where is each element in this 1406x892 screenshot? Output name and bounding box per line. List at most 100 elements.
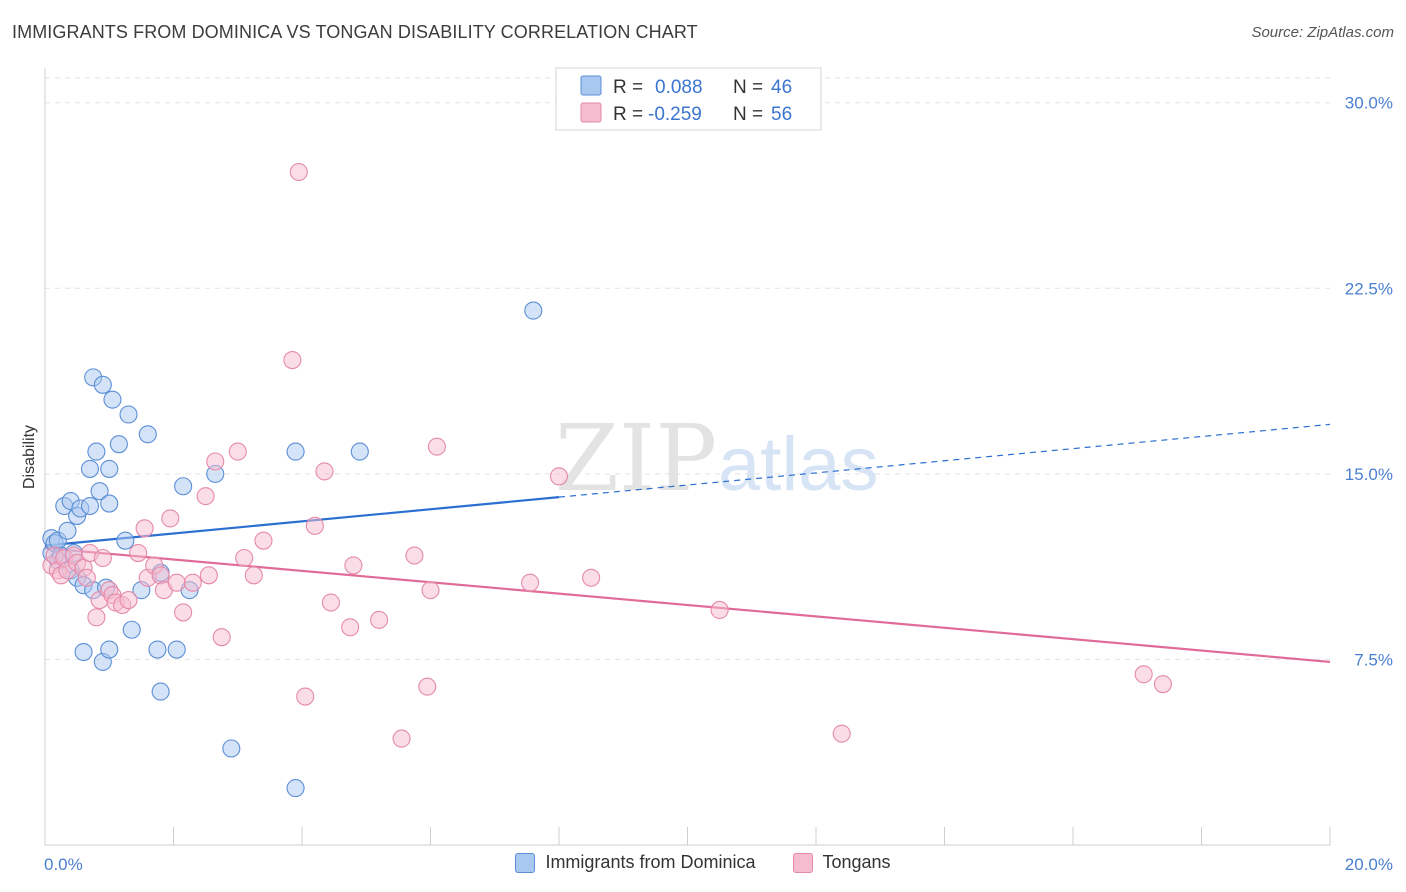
point-dominica xyxy=(58,521,77,540)
stats-swatch-pink xyxy=(580,102,602,123)
point-tongans xyxy=(167,573,186,592)
point-dominica xyxy=(103,390,122,409)
point-tongans xyxy=(151,566,170,585)
stats-swatch-blue xyxy=(580,75,602,96)
legend-swatch-pink xyxy=(792,852,813,873)
stats-n-label-2: N = xyxy=(733,104,763,125)
point-tongans xyxy=(1134,665,1153,684)
x-tick-label: 0.0% xyxy=(44,855,83,874)
legend-label-dominica: Immigrants from Dominica xyxy=(545,852,756,872)
watermark-zip: ZIP xyxy=(555,405,717,512)
point-tongans xyxy=(710,600,729,620)
point-tongans xyxy=(199,566,218,585)
legend-item-dominica: Immigrants from Dominica xyxy=(515,852,755,873)
legend-item-tongans: Tongans xyxy=(792,852,891,873)
stats-r-value-1: 0.088 xyxy=(655,77,703,98)
point-dominica xyxy=(350,442,369,461)
point-tongans xyxy=(370,610,389,629)
point-tongans xyxy=(1153,675,1172,694)
chart-title: IMMIGRANTS FROM DOMINICA VS TONGAN DISAB… xyxy=(12,22,698,42)
point-dominica xyxy=(93,375,112,394)
y-tick-labels: 7.5% 15.0% 22.5% 30.0% xyxy=(1345,94,1393,670)
point-tongans xyxy=(129,543,148,563)
axes xyxy=(44,68,1331,846)
point-tongans xyxy=(392,729,411,748)
point-tongans xyxy=(421,581,440,600)
point-tongans xyxy=(832,724,851,743)
point-tongans xyxy=(254,531,273,550)
point-tongans xyxy=(344,556,363,575)
point-dominica xyxy=(116,531,135,550)
point-tongans xyxy=(77,568,96,587)
point-dominica xyxy=(524,301,543,320)
point-tongans xyxy=(87,608,106,627)
stats-n-label-1: N = xyxy=(733,77,763,98)
point-tongans xyxy=(427,437,446,456)
legend-label-tongans: Tongans xyxy=(822,852,891,872)
x-tick-labels: 0.0% 20.0% xyxy=(44,855,1393,874)
stats-r-label-1: R = xyxy=(613,77,643,98)
point-dominica xyxy=(80,496,100,516)
point-tongans xyxy=(315,462,334,481)
point-tongans xyxy=(93,548,112,568)
source-credit: Source: ZipAtlas.com xyxy=(1251,24,1394,41)
point-dominica xyxy=(109,435,128,454)
trend-line-tongans xyxy=(44,547,1331,664)
point-dominica xyxy=(167,640,186,659)
point-tongans xyxy=(206,452,225,471)
point-tongans xyxy=(228,442,247,461)
point-tongans xyxy=(183,573,202,592)
point-tongans xyxy=(341,618,360,637)
stats-n-value-1: 46 xyxy=(771,77,792,98)
point-tongans xyxy=(549,467,569,486)
point-tongans xyxy=(235,548,254,568)
point-tongans xyxy=(582,568,601,587)
point-tongans xyxy=(296,687,315,706)
point-dominica xyxy=(174,477,193,496)
point-dominica xyxy=(119,405,138,424)
point-tongans xyxy=(283,351,302,370)
point-dominica xyxy=(100,640,119,659)
stats-n-value-2: 56 xyxy=(771,104,792,125)
point-dominica xyxy=(122,620,141,639)
point-dominica xyxy=(151,682,170,701)
point-dominica xyxy=(74,642,93,662)
point-tongans xyxy=(244,566,263,585)
point-tongans xyxy=(305,516,324,535)
point-tongans xyxy=(135,519,154,538)
y-tick-label: 7.5% xyxy=(1354,650,1393,669)
point-dominica xyxy=(100,459,119,478)
point-tongans xyxy=(174,603,193,622)
y-tick-label: 15.0% xyxy=(1345,465,1393,484)
point-dominica xyxy=(100,494,119,513)
y-tick-label: 22.5% xyxy=(1345,279,1393,298)
point-tongans xyxy=(212,628,231,647)
point-dominica xyxy=(148,640,167,659)
y-axis-title: Disability xyxy=(21,425,38,489)
legend-swatch-blue xyxy=(515,852,536,873)
point-dominica xyxy=(138,425,157,444)
point-tongans xyxy=(418,677,437,696)
point-dominica xyxy=(90,482,109,501)
point-dominica xyxy=(286,442,305,461)
point-tongans xyxy=(289,162,308,182)
point-tongans xyxy=(521,573,540,592)
point-dominica xyxy=(87,442,106,461)
stats-r-label-2: R = xyxy=(613,104,643,125)
point-tongans xyxy=(196,487,215,506)
point-dominica xyxy=(286,779,305,798)
watermark: ZIP atlas xyxy=(555,405,879,512)
point-tongans xyxy=(161,509,180,528)
y-tick-label: 30.0% xyxy=(1345,94,1393,113)
point-tongans xyxy=(119,591,138,610)
stats-r-value-2: -0.259 xyxy=(648,104,702,125)
legend: Immigrants from Dominica Tongans xyxy=(0,852,1406,878)
point-dominica xyxy=(222,739,241,758)
x-tick-label: 20.0% xyxy=(1345,855,1393,874)
watermark-atlas: atlas xyxy=(718,422,879,507)
stats-box: R = 0.088 N = 46 R = -0.259 N = 56 xyxy=(555,67,822,131)
point-tongans xyxy=(405,546,424,565)
trend-line-dominica-projection xyxy=(558,423,1331,498)
point-dominica xyxy=(80,459,100,478)
